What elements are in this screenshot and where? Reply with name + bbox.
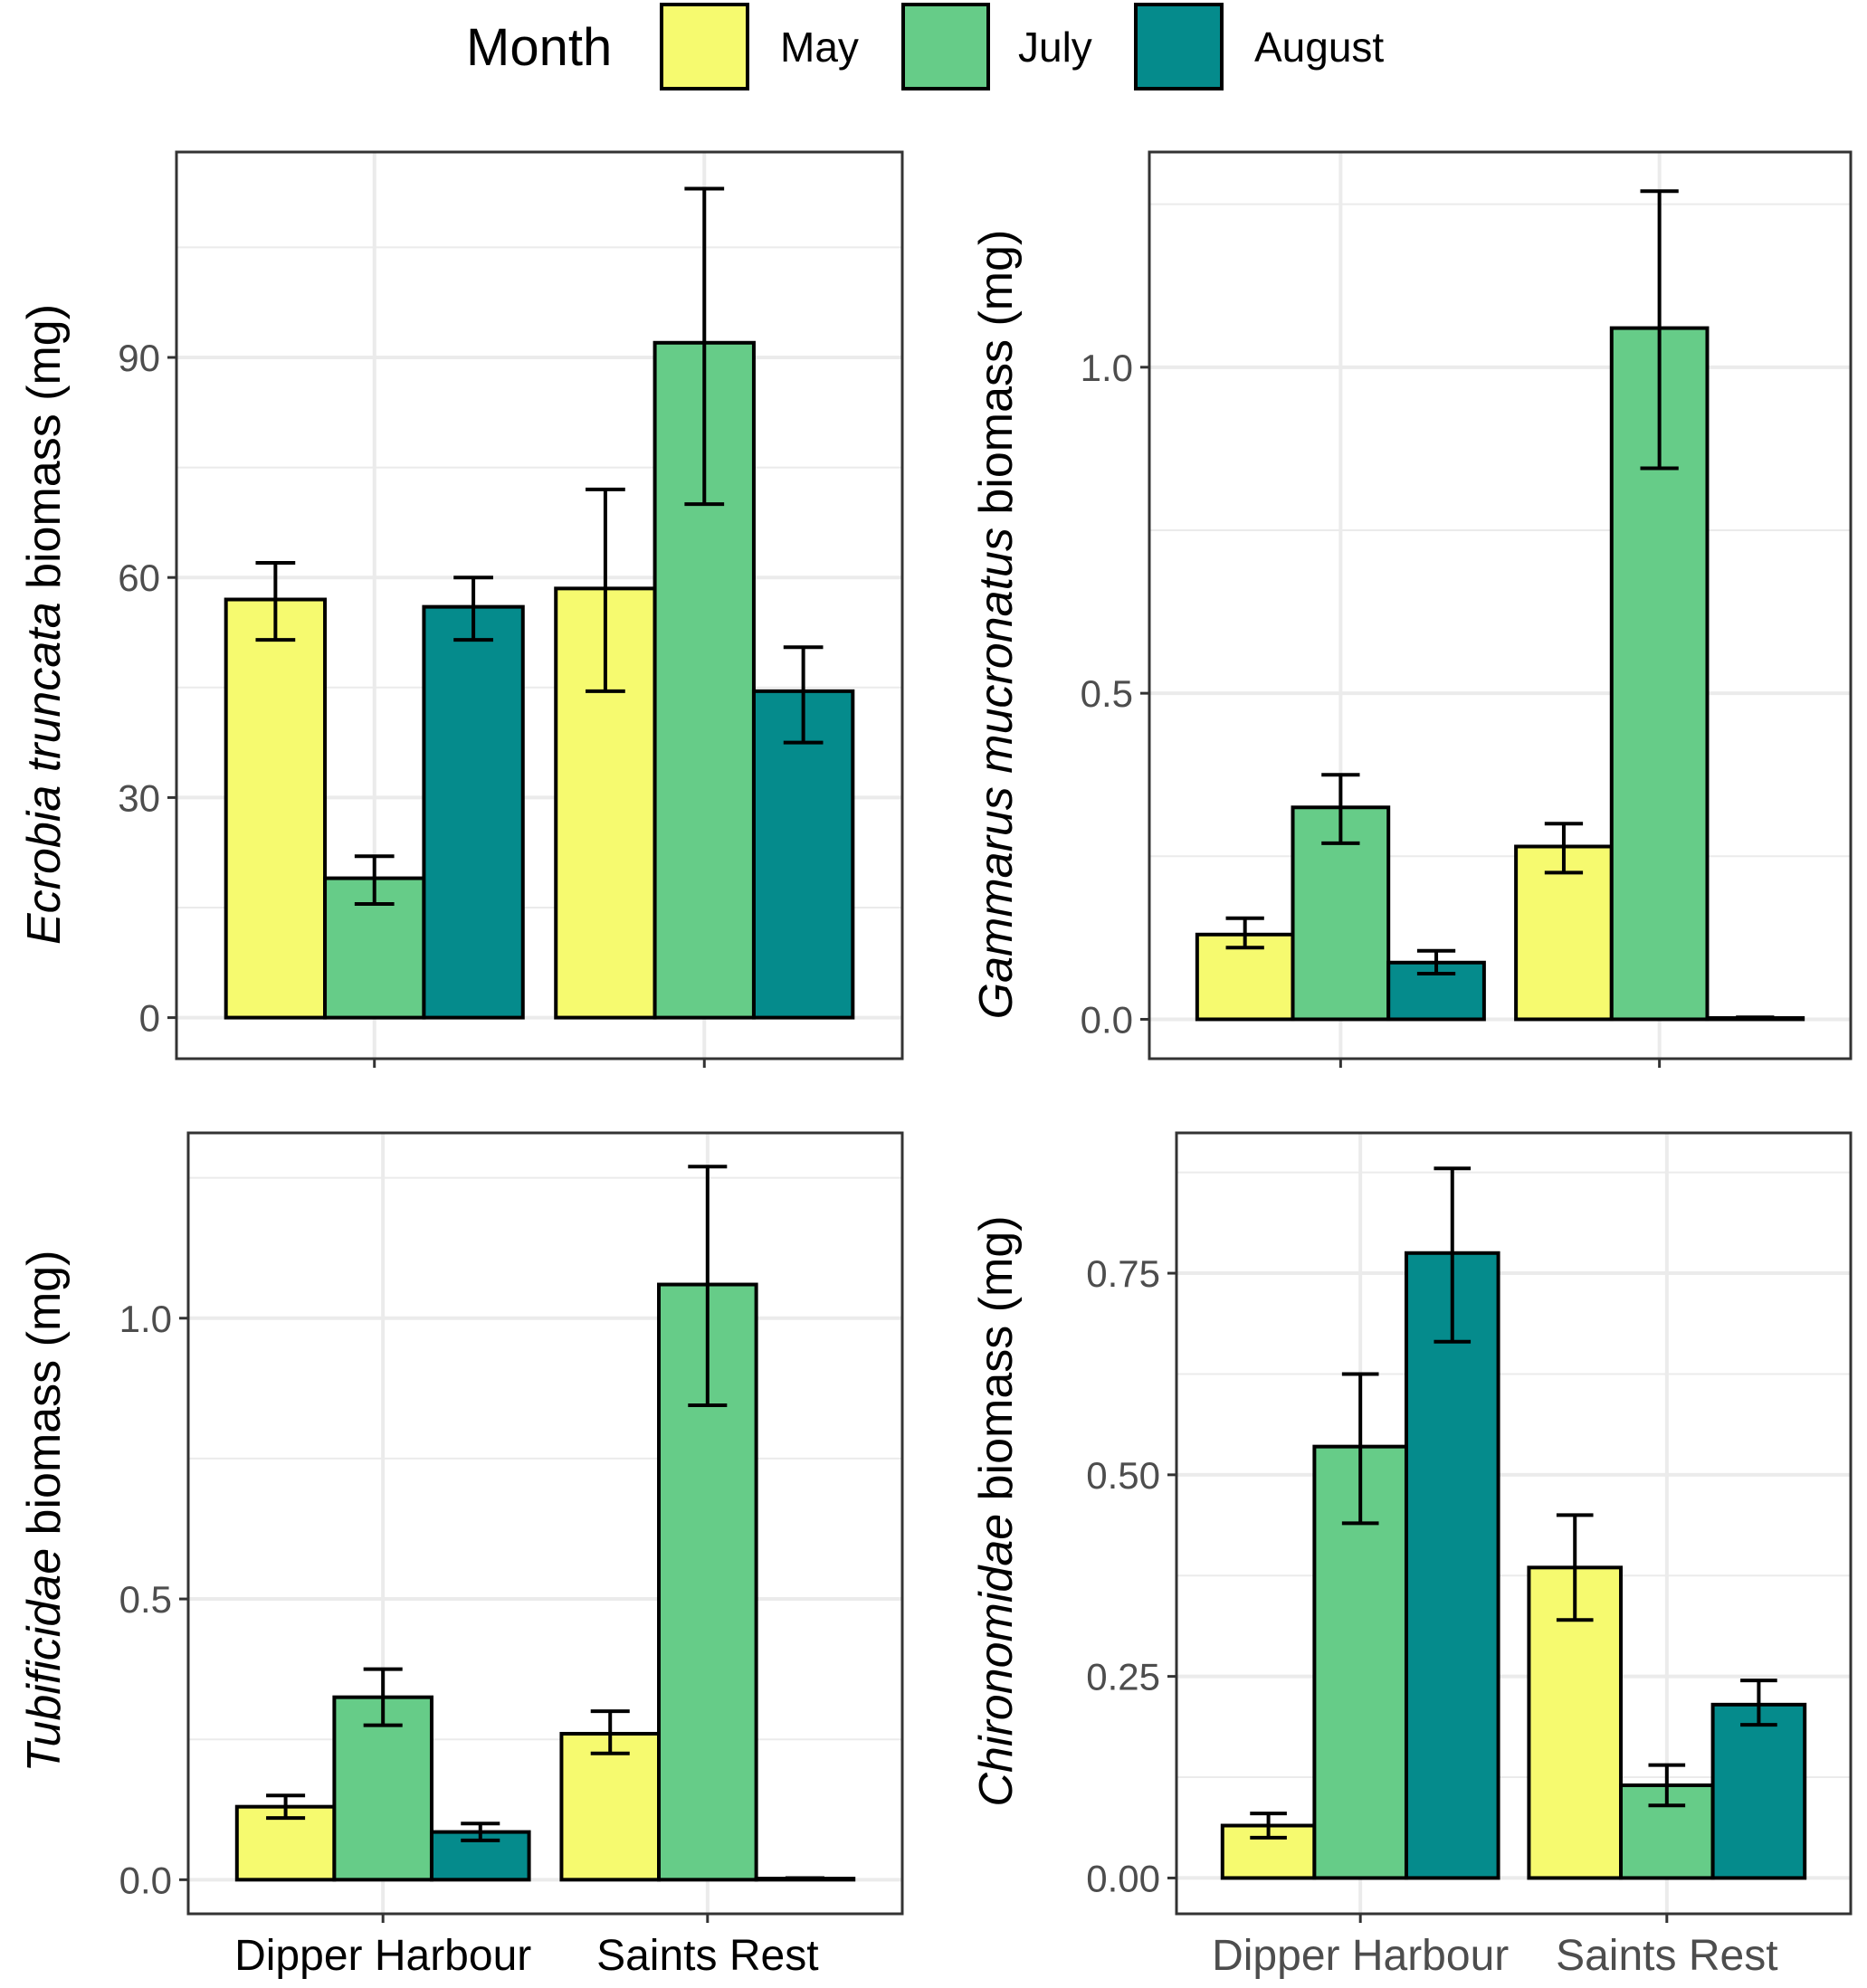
error-bar [1740, 1679, 1777, 1727]
y-tick-label: 0 [139, 997, 160, 1040]
error-bar [1640, 189, 1679, 471]
legend-key-may [660, 3, 749, 90]
panel-gammarus-mucronatus: 0.0 0.5 1.0 Gammarus mucronatus biomass (m… [970, 150, 1853, 1068]
bar-august-saints-rest [751, 689, 855, 1020]
y-axis-title-tubificidae: Tubificidae biomass (mg) [18, 1250, 71, 1772]
y-tick-label: 0.0 [119, 1859, 172, 1901]
plot-area: 0 30 60 90 [118, 150, 904, 1068]
error-bar [461, 1822, 500, 1842]
panel-border [1148, 150, 1853, 1061]
bar-july-dipper-harbour [323, 876, 426, 1020]
panel-background [1149, 152, 1851, 1059]
error-bar [1250, 1812, 1287, 1840]
x-tick-label: Dipper Harbour [1212, 1932, 1509, 1980]
panel-chironomidae: 0.00 0.25 0.50 0.75 Dipper Harbour Saints Res… [970, 1131, 1853, 1980]
legend-key-august [1134, 3, 1224, 90]
plot-area: 0.0 0.5 1.0 Dipper Harbour Saints Rest [119, 1131, 904, 1980]
bar-july-dipper-harbour [332, 1695, 433, 1882]
error-bar [453, 575, 493, 642]
y-tick-label: 30 [118, 776, 160, 819]
error-bar [363, 1667, 403, 1727]
x-tick-label: Saints Rest [1556, 1932, 1777, 1980]
y-axis-title-ecrobia: Ecrobia truncata biomass (mg) [18, 304, 71, 945]
y-tick-label: 90 [118, 337, 160, 379]
y-axis-title-gammarus: Gammarus mucronatus biomass (mg) [970, 230, 1023, 1020]
legend-title: Month [466, 18, 612, 77]
y-tick-label: 0.00 [1086, 1857, 1160, 1899]
legend-key-july [901, 3, 990, 90]
y-tick-label: 0.50 [1086, 1454, 1160, 1497]
bar-may-saints-rest [1514, 844, 1614, 1022]
error-bar [1416, 948, 1456, 976]
panel-ecrobia-truncata: 0 30 60 90 Ecrobia truncata biomass (mg) [18, 150, 904, 1068]
error-bar [590, 1709, 630, 1755]
panel-border [186, 1131, 904, 1916]
error-bar [1225, 916, 1264, 950]
plot-area: 0.0 0.5 1.0 [1081, 150, 1853, 1068]
bar-may-dipper-harbour [224, 597, 328, 1020]
y-axis-title-chironomidae: Chironomidae biomass (mg) [970, 1215, 1023, 1806]
error-bar [783, 645, 824, 745]
bar-august-dipper-harbour [1404, 1251, 1500, 1880]
x-tick-label: Saints Rest [596, 1932, 818, 1980]
panel-border [175, 150, 904, 1061]
y-tick-label: 1.0 [119, 1298, 172, 1340]
bar-august-dipper-harbour [422, 604, 525, 1020]
error-bar [1434, 1166, 1472, 1344]
x-tick-label: Dipper Harbour [234, 1932, 531, 1980]
plot-area: 0.00 0.25 0.50 0.75 Dipper Harbour Saints Res… [1086, 1131, 1853, 1980]
y-tick-label: 0.5 [119, 1578, 172, 1621]
y-tick-label: 0.5 [1081, 672, 1133, 715]
y-tick-label: 1.0 [1081, 347, 1133, 389]
error-bar [785, 1876, 824, 1881]
error-bar [1556, 1513, 1594, 1622]
bar-may-saints-rest [559, 1731, 662, 1882]
error-bar [1648, 1763, 1686, 1808]
y-tick-label: 60 [118, 556, 160, 599]
legend-label-may: May [780, 24, 859, 71]
error-bar [586, 487, 625, 693]
legend-label-july: July [1018, 24, 1092, 71]
error-bar [688, 1165, 728, 1407]
error-bar [1736, 1015, 1775, 1021]
panel-background [188, 1133, 902, 1914]
error-bar [1544, 822, 1584, 875]
panel-tubificidae: 0.0 0.5 1.0 Dipper Harbour Saints Rest Tubif… [18, 1131, 904, 1980]
legend: Month May July August [466, 3, 1384, 90]
y-tick-label: 0.0 [1081, 998, 1133, 1041]
y-tick-label: 0.75 [1086, 1252, 1160, 1295]
error-bar [1341, 1372, 1379, 1526]
y-tick-label: 0.25 [1086, 1656, 1160, 1698]
error-bar [354, 854, 395, 906]
error-bar [255, 560, 296, 642]
error-bar [1321, 773, 1360, 845]
bar-august-saints-rest [1710, 1702, 1807, 1880]
error-bar [266, 1793, 306, 1821]
panel-border [1175, 1131, 1853, 1916]
error-bar [684, 186, 725, 507]
legend-label-august: August [1254, 24, 1384, 71]
